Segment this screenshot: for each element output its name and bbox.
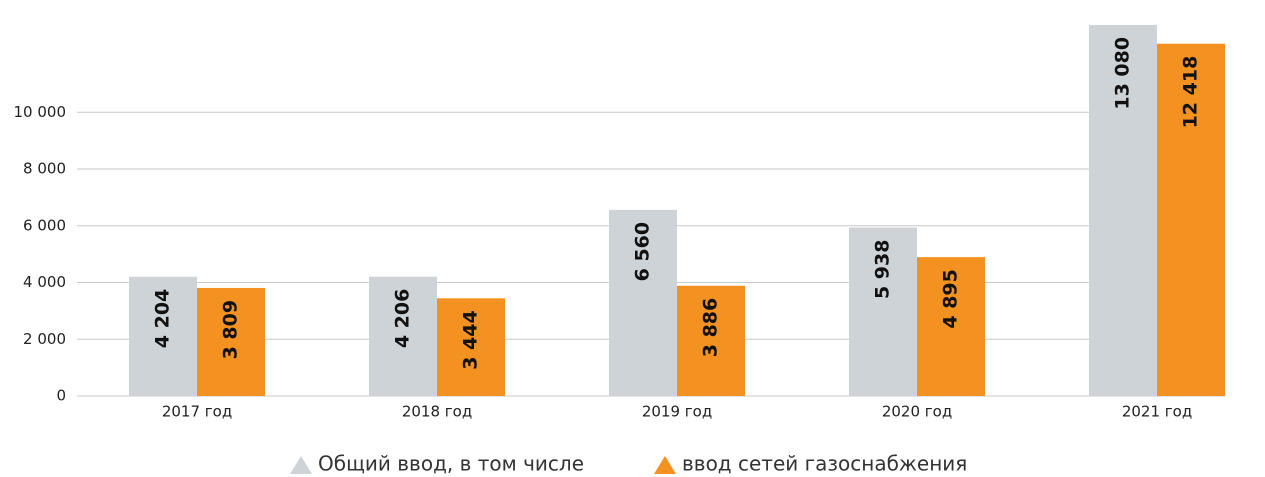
bar	[1157, 43, 1225, 396]
bar	[437, 298, 505, 396]
y-tick-label: 4 000	[23, 273, 66, 291]
x-tick-label: 2017 год	[162, 403, 232, 421]
value-label: 12 418	[1180, 56, 1202, 129]
bar	[369, 276, 437, 396]
x-tick-label: 2019 год	[642, 403, 712, 421]
bar	[917, 257, 985, 396]
bar	[197, 287, 265, 396]
value-label: 3 809	[220, 300, 242, 360]
legend-label: Общий ввод, в том числе	[318, 452, 584, 476]
value-label: 3 444	[460, 310, 482, 370]
x-tick-label: 2021 год	[1122, 403, 1192, 421]
value-label: 13 080	[1112, 37, 1134, 110]
bar	[1089, 24, 1157, 396]
y-tick-label: 2 000	[23, 330, 66, 348]
legend-marker	[654, 456, 676, 474]
value-label: 5 938	[872, 240, 894, 300]
y-tick-label: 8 000	[23, 160, 66, 178]
value-label: 6 560	[632, 222, 654, 282]
x-tick-label: 2018 год	[402, 403, 472, 421]
y-tick-label: 0	[56, 387, 66, 405]
y-tick-label: 6 000	[23, 216, 66, 234]
value-label: 4 895	[940, 269, 962, 329]
bar	[677, 285, 745, 396]
bar	[849, 227, 917, 396]
y-tick-label: 10 000	[14, 103, 67, 121]
bar	[129, 276, 197, 396]
x-tick-label: 2020 год	[882, 403, 952, 421]
value-label: 4 204	[152, 289, 174, 349]
bar	[609, 209, 677, 396]
legend-marker	[290, 456, 312, 474]
legend-label: ввод сетей газоснабжения	[682, 452, 967, 476]
value-label: 4 206	[392, 289, 414, 349]
value-label: 3 886	[700, 298, 722, 358]
